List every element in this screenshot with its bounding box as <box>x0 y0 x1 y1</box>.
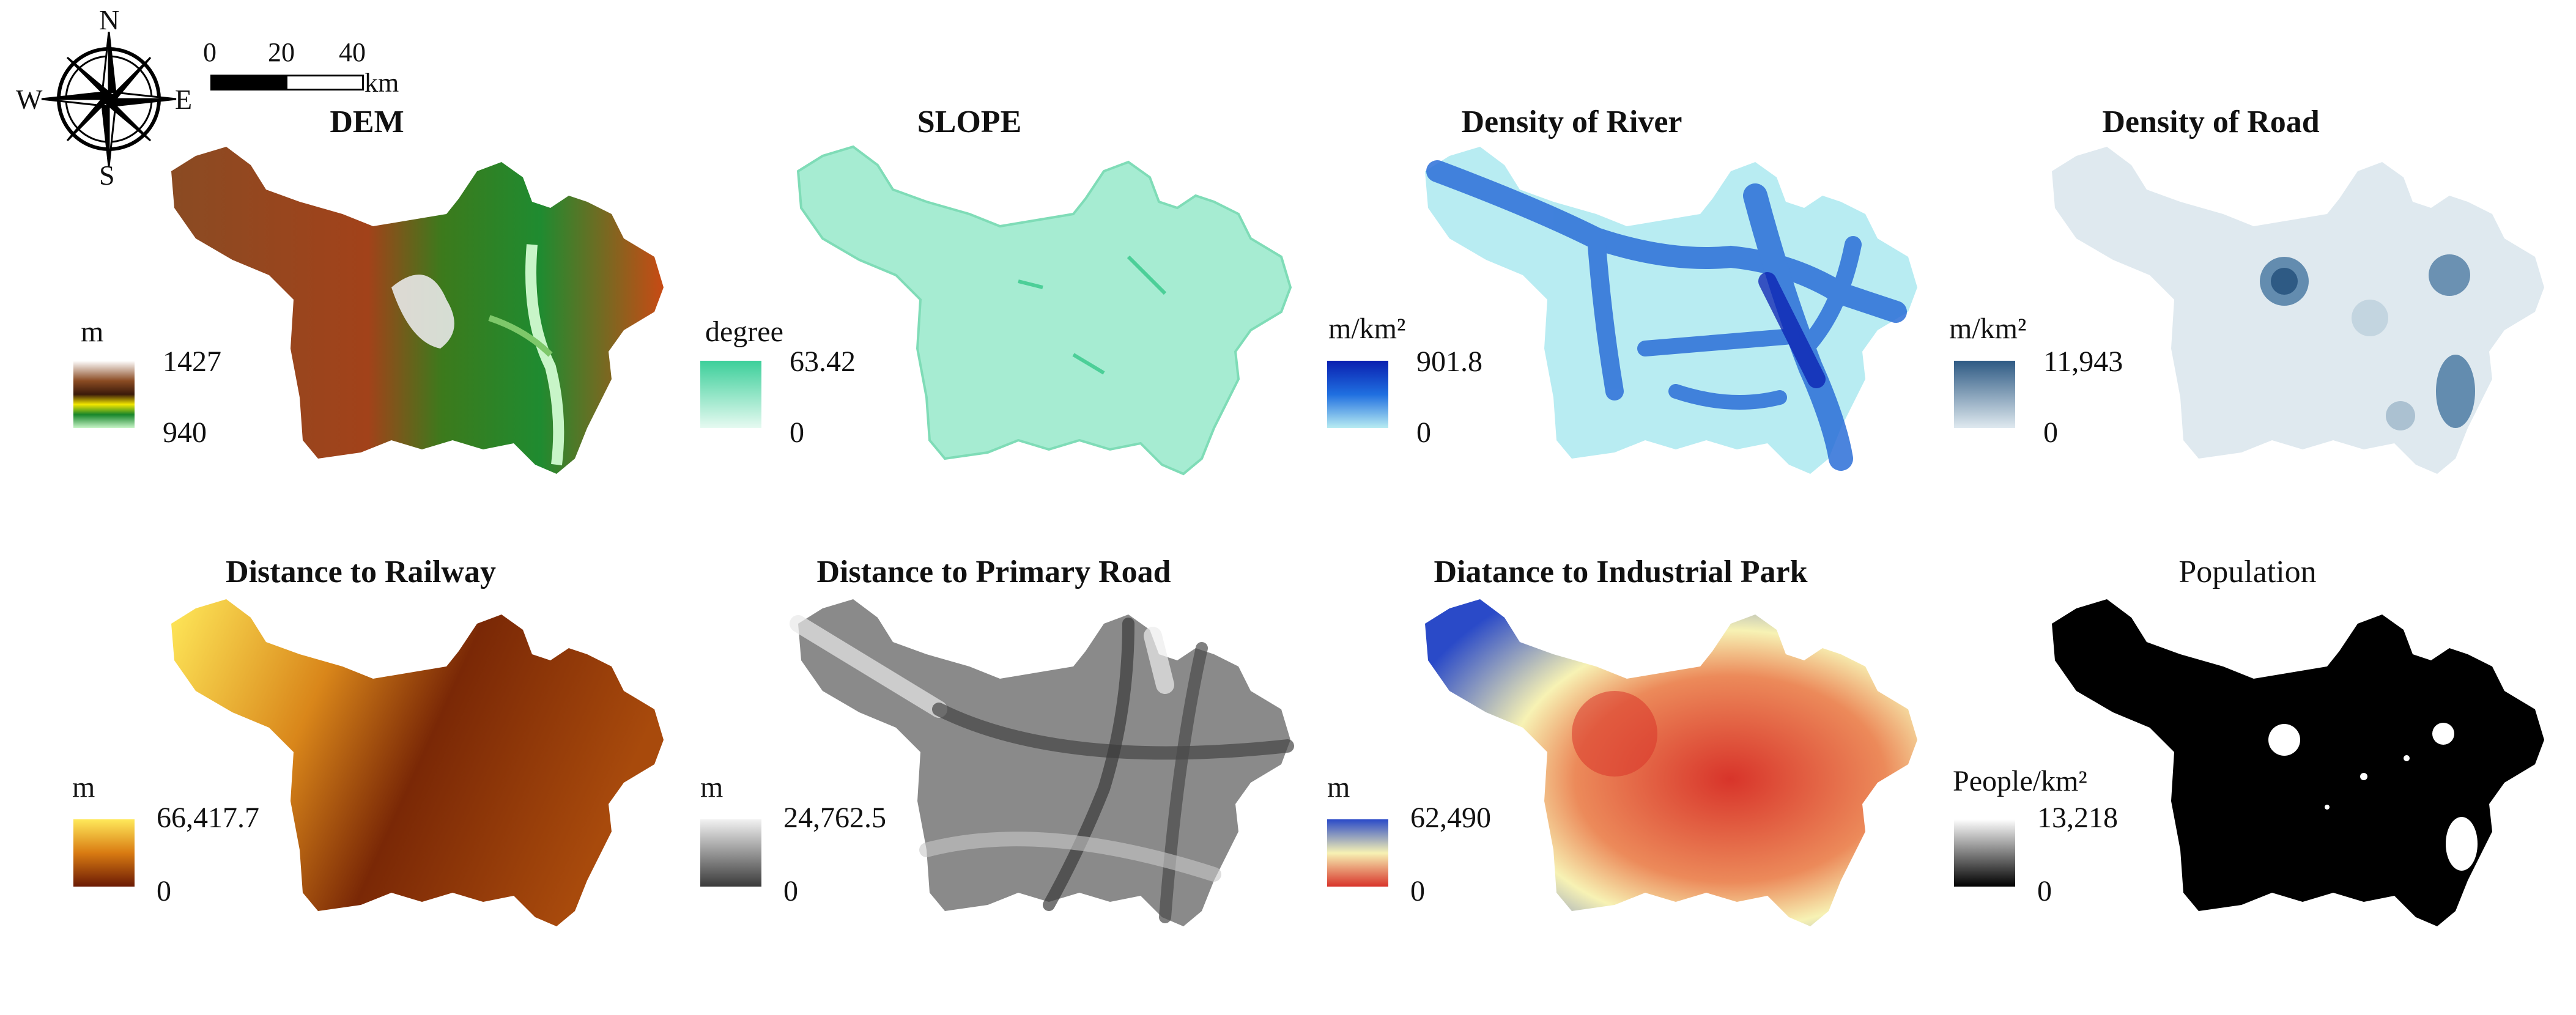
compass-north-label: N <box>99 4 120 35</box>
panel-title: Density of River <box>1461 105 1682 139</box>
legend-min-value: 0 <box>783 875 798 907</box>
legend-min-value: 0 <box>790 416 804 449</box>
slope-map <box>797 146 1292 475</box>
legend-color-ramp <box>73 819 135 887</box>
legend-unit: m/km² <box>1949 312 2027 345</box>
legend-unit: m <box>72 771 95 803</box>
panel-title: Distance to Primary Road <box>816 555 1171 589</box>
compass-west-label: W <box>16 84 43 115</box>
legend-max-value: 66,417.7 <box>157 802 259 834</box>
compass-south-label: S <box>99 160 115 191</box>
legend-min-value: 0 <box>1416 416 1431 449</box>
legend-unit: m <box>81 316 104 348</box>
legend-unit: People/km² <box>1953 765 2087 797</box>
legend-max-value: 62,490 <box>1410 802 1491 834</box>
panel-title: Density of Road <box>2102 105 2320 139</box>
legend-color-ramp <box>700 819 761 887</box>
primary-road-distance-map <box>790 599 1294 926</box>
river-density-map <box>1425 147 1917 474</box>
dem-map <box>171 147 664 474</box>
panel-slope: SLOPE degree 63.42 0 <box>664 98 1306 563</box>
legend-color-ramp <box>700 361 761 428</box>
compass-rose-icon <box>41 31 177 167</box>
legend-max-value: 901.8 <box>1416 345 1482 378</box>
scale-segment-black <box>210 75 287 90</box>
legend-unit: m <box>1327 771 1350 803</box>
legend-min-value: 0 <box>157 875 171 907</box>
panel-title: DEM <box>330 105 404 139</box>
legend-color-ramp <box>73 361 135 428</box>
panel-population: Population People/km² 13,218 0 <box>1917 550 2559 1015</box>
scale-segment-white <box>286 75 364 90</box>
legend-color-ramp <box>1327 819 1388 887</box>
scale-unit: km <box>365 68 399 98</box>
legend-min-value: 0 <box>2043 416 2058 449</box>
panel-distance-to-primary-road: Distance to Primary Road m 24,762.5 0 <box>664 550 1306 1015</box>
panel-density-of-river: Density of River m/km² 901.8 0 <box>1290 98 1933 563</box>
panel-title: SLOPE <box>917 105 1022 139</box>
legend-unit: m/km² <box>1328 312 1406 345</box>
legend-max-value: 1427 <box>163 345 221 378</box>
legend-max-value: 13,218 <box>2037 802 2118 834</box>
panel-distance-to-railway: Distance to Railway m 66,417.7 0 <box>37 550 679 1015</box>
legend-unit: degree <box>705 316 783 348</box>
panel-title: Diatance to Industrial Park <box>1434 555 1808 589</box>
legend-unit: m <box>700 771 724 803</box>
panel-title: Distance to Railway <box>226 555 496 589</box>
legend-color-ramp <box>1954 361 2015 428</box>
legend-min-value: 0 <box>2037 875 2052 907</box>
railway-distance-map <box>171 599 664 926</box>
scale-tick-40: 40 <box>339 37 366 67</box>
scale-tick-0: 0 <box>203 37 217 67</box>
panel-density-of-road: Density of Road m/km² 11,943 0 <box>1917 98 2559 563</box>
legend-min-value: 940 <box>163 416 207 449</box>
legend-color-ramp <box>1954 819 2015 887</box>
legend-color-ramp <box>1327 361 1388 428</box>
panel-distance-to-industrial-park: Diatance to Industrial Park m 62,490 0 <box>1290 550 1933 1015</box>
scale-tick-20: 20 <box>268 37 295 67</box>
legend-max-value: 24,762.5 <box>783 802 886 834</box>
population-map <box>2052 599 2544 926</box>
legend-max-value: 63.42 <box>790 345 856 378</box>
industrial-park-distance-map <box>1425 599 1917 926</box>
scale-bar: 0 20 40 km <box>202 37 422 104</box>
compass-east-label: E <box>175 84 193 115</box>
legend-max-value: 11,943 <box>2043 345 2123 378</box>
road-density-map <box>2052 147 2544 474</box>
panel-dem: DEM m 1427 940 <box>37 98 679 563</box>
legend-min-value: 0 <box>1410 875 1425 907</box>
north-arrow-compass: N S W E <box>11 4 192 191</box>
panel-title: Population <box>2178 555 2317 589</box>
